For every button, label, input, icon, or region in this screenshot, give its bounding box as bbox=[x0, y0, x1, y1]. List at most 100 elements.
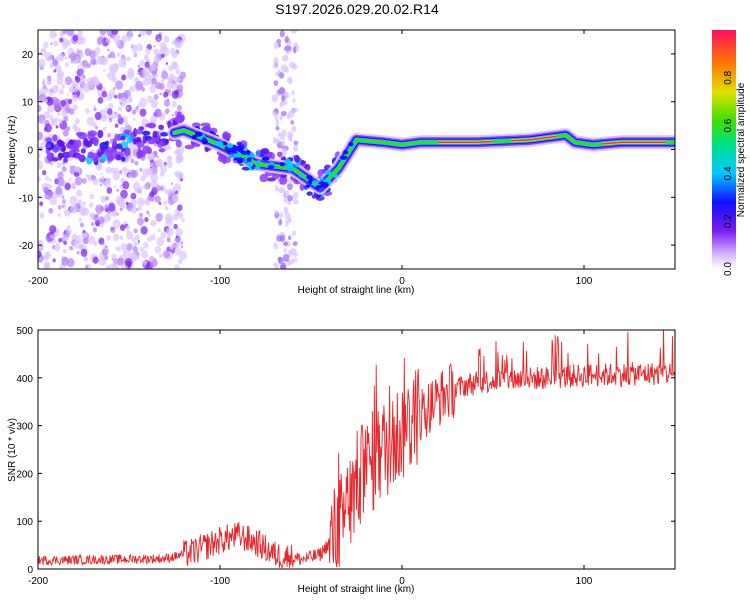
colorbar-tick-label: 0.4 bbox=[723, 166, 734, 180]
ridge-peak bbox=[511, 135, 557, 142]
noise-blob bbox=[43, 41, 49, 49]
noise-blob bbox=[76, 251, 80, 255]
noise-blob bbox=[181, 217, 185, 223]
band-blob bbox=[147, 139, 156, 145]
noise-blob bbox=[129, 85, 135, 93]
noise-blob bbox=[103, 69, 106, 73]
noise-blob bbox=[175, 139, 182, 148]
noise-blob bbox=[108, 102, 114, 110]
band-blob bbox=[255, 150, 260, 156]
noise-blob bbox=[101, 175, 105, 180]
spectrogram-xlabel: Height of straight line (km) bbox=[298, 285, 415, 296]
noise-blob bbox=[45, 96, 54, 106]
noise-blob bbox=[122, 166, 128, 172]
noise-blob bbox=[46, 75, 52, 82]
noise-blob bbox=[150, 223, 153, 226]
noise-blob bbox=[44, 190, 53, 200]
band-blob bbox=[306, 175, 313, 180]
noise-blob bbox=[111, 30, 119, 35]
noise-blob bbox=[123, 56, 128, 62]
noise-blob bbox=[271, 94, 278, 103]
noise-blob bbox=[158, 83, 165, 90]
noise-blob bbox=[133, 228, 138, 234]
noise-blob bbox=[117, 257, 124, 266]
noise-blob bbox=[292, 98, 296, 103]
band-blob bbox=[142, 134, 148, 144]
band-blob bbox=[254, 166, 261, 170]
noise-blob bbox=[131, 44, 135, 49]
noise-blob bbox=[163, 99, 171, 107]
band-blob bbox=[120, 141, 129, 147]
noise-blob bbox=[54, 33, 58, 37]
noise-blob bbox=[93, 107, 97, 112]
noise-blob bbox=[43, 254, 50, 261]
snr-ticks: -200 -100 0 100 0 100 200 300 400 500 bbox=[16, 326, 675, 587]
noise-blob bbox=[70, 181, 77, 189]
noise-blob bbox=[171, 113, 174, 117]
noise-blob bbox=[50, 162, 53, 167]
noise-blob bbox=[133, 241, 137, 246]
colorbar: 0.0 0.2 0.4 0.6 0.8 Normalized spectral ampl… bbox=[712, 30, 747, 276]
noise-blob bbox=[160, 231, 166, 239]
noise-blob bbox=[276, 38, 282, 44]
band-blob bbox=[226, 143, 234, 149]
noise-blob bbox=[117, 106, 123, 112]
noise-blob bbox=[171, 194, 180, 204]
band-blob bbox=[277, 151, 283, 158]
band-blob bbox=[51, 157, 59, 162]
band-blob bbox=[285, 161, 292, 168]
noise-blob bbox=[122, 168, 125, 171]
noise-blob bbox=[82, 229, 86, 234]
noise-blob bbox=[159, 92, 162, 96]
noise-blob bbox=[126, 243, 133, 251]
noise-blob bbox=[119, 224, 126, 231]
noise-blob bbox=[80, 49, 83, 53]
noise-blob bbox=[116, 188, 119, 192]
noise-blob bbox=[136, 241, 139, 246]
noise-blob bbox=[55, 186, 63, 195]
band-blob bbox=[107, 156, 114, 162]
noise-blob bbox=[131, 206, 138, 214]
colorbar-label: Normalized spectral amplitude bbox=[736, 82, 747, 217]
noise-blob bbox=[141, 250, 149, 259]
noise-blob bbox=[154, 195, 161, 203]
noise-blob bbox=[283, 197, 289, 203]
noise-blob bbox=[153, 178, 157, 183]
noise-blob bbox=[174, 264, 180, 269]
noise-blob bbox=[48, 208, 54, 214]
band-blob bbox=[200, 122, 211, 127]
noise-blob bbox=[50, 89, 53, 93]
noise-blob bbox=[49, 224, 57, 234]
noise-blob bbox=[143, 182, 150, 191]
noise-blob bbox=[291, 90, 295, 95]
noise-blob bbox=[125, 224, 131, 231]
noise-blob bbox=[290, 30, 298, 34]
snr-frame bbox=[37, 329, 676, 570]
band-blob bbox=[311, 180, 319, 185]
noise-blob bbox=[66, 30, 75, 37]
noise-blob bbox=[76, 65, 80, 69]
noise-blob bbox=[119, 97, 127, 107]
band-blob bbox=[134, 136, 142, 142]
noise-blob bbox=[108, 202, 116, 212]
noise-blob bbox=[273, 262, 279, 268]
band-blob bbox=[112, 138, 117, 147]
snr-panel: -200 -100 0 100 0 100 200 300 400 500 Height of s… bbox=[7, 326, 676, 595]
noise-blob bbox=[119, 207, 123, 212]
noise-blob bbox=[143, 54, 149, 61]
band-blob bbox=[123, 129, 131, 134]
noise-blob bbox=[139, 246, 144, 252]
noise-blob bbox=[87, 63, 92, 68]
noise-blob bbox=[276, 235, 283, 242]
noise-blob bbox=[47, 80, 52, 85]
noise-blob bbox=[68, 108, 75, 115]
noise-blob bbox=[149, 115, 158, 124]
noise-blob bbox=[64, 182, 71, 191]
noise-blob bbox=[136, 71, 140, 75]
noise-blob bbox=[94, 47, 101, 54]
y-tick-label: 100 bbox=[16, 517, 33, 528]
noise-blob bbox=[133, 52, 138, 57]
noise-blob bbox=[54, 244, 61, 252]
noise-blob bbox=[284, 36, 290, 43]
noise-blob bbox=[62, 248, 67, 254]
